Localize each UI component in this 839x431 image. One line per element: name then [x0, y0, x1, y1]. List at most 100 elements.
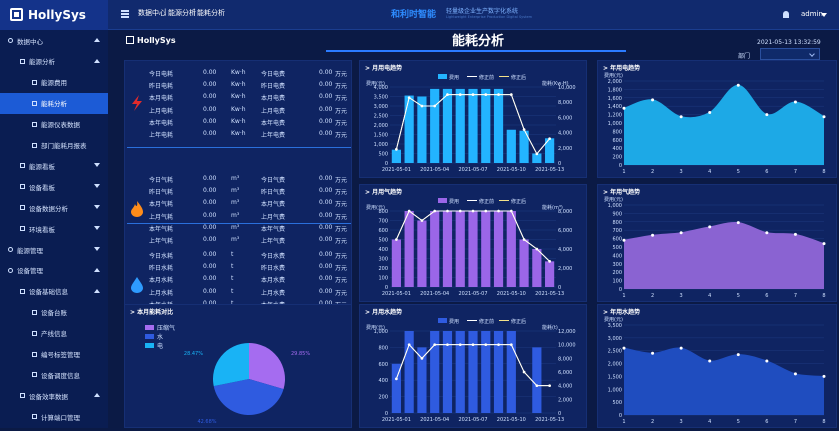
y-tick-label: 800	[378, 209, 388, 215]
y-tick-label: 100	[612, 279, 622, 285]
content-logo-text: HollySys	[137, 36, 176, 45]
sidebar-item[interactable]: 设备看板	[0, 176, 108, 197]
y-axis-label-right: 能耗(m³)	[542, 204, 563, 211]
bell-icon[interactable]	[783, 11, 789, 18]
metric-value: 0.00	[203, 251, 217, 258]
bar	[506, 129, 516, 163]
area-point	[651, 351, 655, 355]
sidebar-item[interactable]: 设备基础信息	[0, 281, 108, 302]
cost-unit: 万元	[335, 119, 348, 127]
chevron-up-icon[interactable]	[94, 58, 100, 63]
year-gas-panel: > 年用气趋势 费用(元) 0 100 200 300 400 500 600 700 800 90…	[597, 184, 837, 302]
year-water-chart: 费用(元) 0 500 1,000 1,500 2,000 2,500 3,000 3,500 1…	[604, 316, 826, 425]
summary-row: 上月气耗 0.00 m³ 上月气费 0.00 万元	[125, 210, 353, 222]
cost-value: 0.00	[319, 300, 332, 307]
sidebar-item[interactable]: 设备数据分析	[0, 197, 108, 218]
y-tick-label: 1,000	[374, 142, 388, 148]
bar	[468, 88, 478, 163]
bar	[404, 95, 414, 163]
line-point	[484, 209, 488, 213]
sidebar-item[interactable]: 能源看板	[0, 155, 108, 176]
area-point	[736, 83, 740, 87]
chevron-down-icon[interactable]	[94, 226, 100, 231]
y-tick-label: 500	[378, 152, 388, 158]
sidebar-item[interactable]: 能源管理	[0, 239, 108, 260]
chevron-down-icon[interactable]	[94, 205, 100, 210]
sidebar-item[interactable]: 能耗分析	[0, 92, 108, 114]
sidebar-item[interactable]: 部门能耗月报表	[0, 135, 108, 156]
sidebar-item[interactable]: 计算端口管理	[0, 406, 108, 427]
user-name[interactable]: admin	[801, 10, 823, 18]
y-tick-label: 0	[619, 163, 622, 169]
y-tick-label: 600	[612, 237, 622, 243]
bar	[455, 88, 465, 163]
sidebar-item[interactable]: 设备管理	[0, 260, 108, 281]
sidebar-item[interactable]: 环境看板	[0, 218, 108, 239]
chevron-down-icon[interactable]	[94, 247, 100, 251]
sidebar-item[interactable]: 能源仪表数据	[0, 114, 108, 135]
chevron-down-icon[interactable]	[94, 163, 100, 168]
sidebar-item[interactable]: 产线信息	[0, 323, 108, 344]
x-tick-label: 2021-05-04	[420, 417, 449, 423]
area-point	[765, 113, 769, 117]
sidebar-item[interactable]: 能源费用	[0, 72, 108, 93]
sidebar-item[interactable]: 设备调度信息	[0, 364, 108, 385]
metric-label: 今日水耗	[149, 253, 174, 260]
bar	[493, 211, 504, 287]
sidebar-item[interactable]: 编号标签管理	[0, 344, 108, 365]
bar	[391, 149, 401, 163]
area-point	[622, 238, 626, 242]
cost-value: 0.00	[319, 117, 333, 125]
month-elec-panel: > 月用电趋势 费用 修正前 修正后 费用(元) 能耗(Kw·H) 0 500 1,000 1,…	[359, 60, 587, 178]
breadcrumb-item[interactable]: 能耗分析	[197, 9, 225, 17]
energy-icon	[8, 247, 13, 252]
summary-row: 本月气耗 0.00 m³ 本月气费 0.00 万元	[125, 197, 353, 209]
metric-label: 本月气耗	[149, 201, 174, 209]
metric-label: 上年电耗	[149, 132, 174, 139]
panel-title: > 月用电趋势	[365, 65, 403, 72]
line-point	[471, 343, 475, 346]
sidebar-item[interactable]: 能源分析	[0, 51, 108, 72]
y-axis-label-right: 能耗(Kw·H)	[542, 80, 569, 87]
y-tick-label: 800	[378, 345, 388, 351]
breadcrumb-item[interactable]: 能源分析	[168, 9, 196, 17]
cost-value: 0.00	[319, 251, 333, 258]
breadcrumb-separator: |	[193, 8, 196, 16]
dept-select[interactable]	[760, 48, 820, 60]
chevron-down-icon[interactable]	[821, 13, 827, 17]
legend-label: 费用	[449, 198, 459, 205]
cost-value: 0.00	[319, 93, 333, 101]
panel-title: > 本月能耗对比	[130, 309, 174, 316]
lightning-icon	[130, 95, 144, 111]
app-logo[interactable]: HollySys	[0, 0, 108, 30]
pie-slice	[213, 343, 249, 387]
area-line	[623, 221, 825, 245]
legend-label: 修正后	[511, 74, 526, 81]
bar	[417, 347, 427, 413]
y-tick-label: 500	[612, 245, 622, 251]
sidebar-item-label: 设备基础信息	[29, 288, 68, 297]
sidebar-item-label: 能源仪表数据	[41, 121, 80, 130]
area-point	[736, 353, 740, 357]
chevron-up-icon[interactable]	[94, 267, 100, 272]
y-tick-label: 700	[612, 228, 622, 234]
menu-toggle-icon[interactable]	[121, 10, 129, 18]
sidebar-item[interactable]: 设备效率数据	[0, 385, 108, 406]
chevron-down-icon[interactable]	[94, 184, 100, 189]
cost-unit: 万元	[335, 189, 348, 197]
sidebar-item[interactable]: 数据中心	[0, 30, 108, 51]
metric-value: 0.00	[203, 263, 217, 271]
legend-label: 费用	[449, 318, 459, 325]
chevron-up-icon[interactable]	[94, 288, 100, 293]
summary-row: 本月水耗 0.00 t 本月水费 0.00 万元	[125, 273, 353, 285]
sidebar-item[interactable]: 设备台账	[0, 302, 108, 323]
x-tick-label: 3	[680, 419, 683, 425]
chart-title: 月用气趋势	[372, 189, 403, 196]
legend-label: 压缩气	[157, 324, 175, 332]
chevron-up-icon[interactable]	[94, 38, 100, 42]
menu-item-icon	[32, 372, 37, 378]
menu-item-icon	[32, 121, 37, 127]
chevron-up-icon[interactable]	[94, 393, 100, 398]
pie-label: 29.85%	[291, 351, 310, 357]
breadcrumb-item[interactable]: 数据中心	[138, 9, 166, 17]
